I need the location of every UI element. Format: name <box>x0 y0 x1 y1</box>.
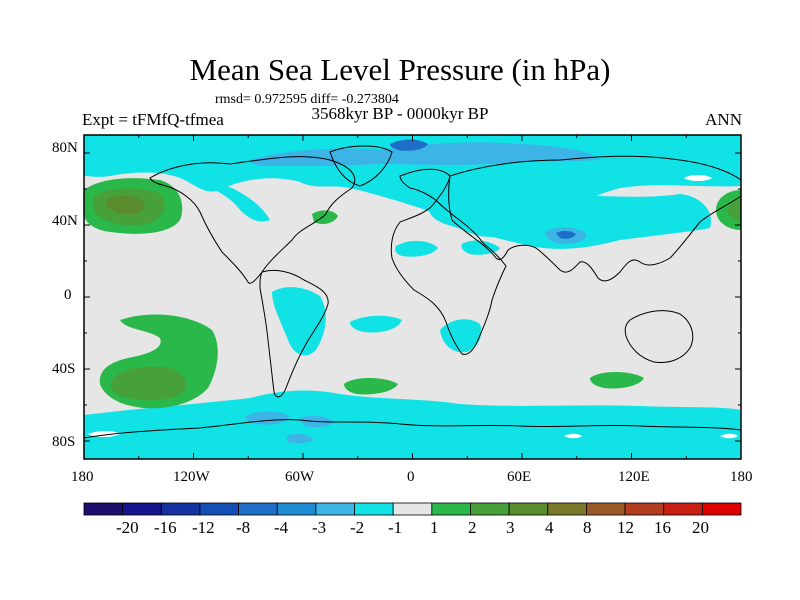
x-tick-label: 180 <box>71 469 94 485</box>
antarctic-white-patch <box>720 433 738 439</box>
arctic-core-anomaly <box>390 139 428 151</box>
antarctic-anomaly <box>286 433 314 444</box>
arctic-white-patch <box>684 175 712 181</box>
north-america-coast <box>149 156 356 284</box>
y-tick-label: 80N <box>52 140 78 156</box>
x-tick-label: 0 <box>407 469 415 485</box>
colorbar-label: -8 <box>236 518 251 537</box>
colorbar-swatch <box>508 502 549 516</box>
south-atlantic-anomaly <box>350 315 402 333</box>
colorbar-swatch <box>315 502 355 516</box>
colorbar-label: 12 <box>617 518 634 537</box>
colorbar-label: -16 <box>154 518 177 537</box>
x-tick-label: 120W <box>173 469 210 485</box>
south-pacific-positive-core <box>110 366 187 401</box>
coastlines <box>83 145 742 439</box>
colorbar-swatch <box>624 502 665 516</box>
y-tick-label: 0 <box>64 287 72 303</box>
colorbar-label: 8 <box>583 518 592 537</box>
atlantic-positive-anomaly <box>312 210 338 224</box>
colorbar-label: 20 <box>692 518 709 537</box>
antarctica-coast <box>83 419 742 439</box>
colorbar-label: -4 <box>274 518 289 537</box>
colorbar-swatch <box>392 502 433 516</box>
antarctic-white-patch <box>564 433 582 439</box>
eurasia-negative-anomaly <box>429 194 711 249</box>
colorbar-swatch <box>238 502 278 516</box>
colorbar-label: 1 <box>430 518 439 537</box>
colorbar-label: -1 <box>388 518 403 537</box>
colorbar-swatch <box>276 502 317 516</box>
colorbar-label: -20 <box>116 518 139 537</box>
colorbar-label: -12 <box>192 518 215 537</box>
colorbar-swatch <box>199 502 239 516</box>
colorbar-swatch <box>160 502 201 516</box>
colorbar-swatch <box>354 502 394 516</box>
colorbar-swatch <box>122 502 162 516</box>
x-tick-label: 120E <box>618 469 650 485</box>
colorbar <box>83 502 742 516</box>
y-tick-label: 40S <box>52 361 76 377</box>
colorbar-swatch <box>663 502 703 516</box>
y-tick-label: 80S <box>52 434 76 450</box>
north-america-negative-anomaly <box>186 178 270 222</box>
colorbar-label: 3 <box>506 518 515 537</box>
tibet-core-anomaly <box>556 230 576 239</box>
greenland-coast <box>329 145 393 187</box>
colorbar-swatch <box>431 502 471 516</box>
south-atlantic-positive-anomaly <box>344 378 398 395</box>
colorbar-label: -2 <box>350 518 365 537</box>
colorbar-swatch <box>83 502 124 516</box>
colorbar-swatch <box>586 502 626 516</box>
sahara-anomaly <box>395 240 438 257</box>
antarctic-white-patch <box>88 431 120 437</box>
australia-coast <box>624 310 694 363</box>
period-label: 3568kyr BP - 0000kyr BP <box>311 104 489 123</box>
north-pacific-positive-peak <box>105 195 145 215</box>
colorbar-label: -3 <box>312 518 327 537</box>
south-america-coast <box>259 269 329 398</box>
chart-title: Mean Sea Level Pressure (in hPa) <box>189 52 611 87</box>
colorbar-label: 16 <box>654 518 671 537</box>
colorbar-label: 2 <box>468 518 477 537</box>
axis-ticks <box>83 135 742 459</box>
x-tick-label: 60W <box>285 469 315 485</box>
x-tick-label: 60E <box>507 469 532 485</box>
indian-ocean-positive-anomaly <box>590 372 644 389</box>
colorbar-swatch <box>701 502 742 516</box>
stats-label: rmsd= 0.972595 diff= -0.273804 <box>215 92 399 107</box>
y-tick-label: 40N <box>52 213 78 229</box>
colorbar-label: 4 <box>545 518 554 537</box>
x-tick-label: 180 <box>730 469 753 485</box>
season-label: ANN <box>705 110 742 129</box>
southern-africa-anomaly <box>440 319 482 353</box>
east-edge-positive-core <box>727 198 741 222</box>
arctic-stronger-anomaly <box>250 142 600 166</box>
south-america-anomaly <box>272 287 326 356</box>
asia-coast <box>448 155 742 282</box>
colorbar-swatch <box>547 502 587 516</box>
experiment-label: Expt = tFMfQ-tfmea <box>82 110 224 129</box>
colorbar-swatch <box>470 502 510 516</box>
